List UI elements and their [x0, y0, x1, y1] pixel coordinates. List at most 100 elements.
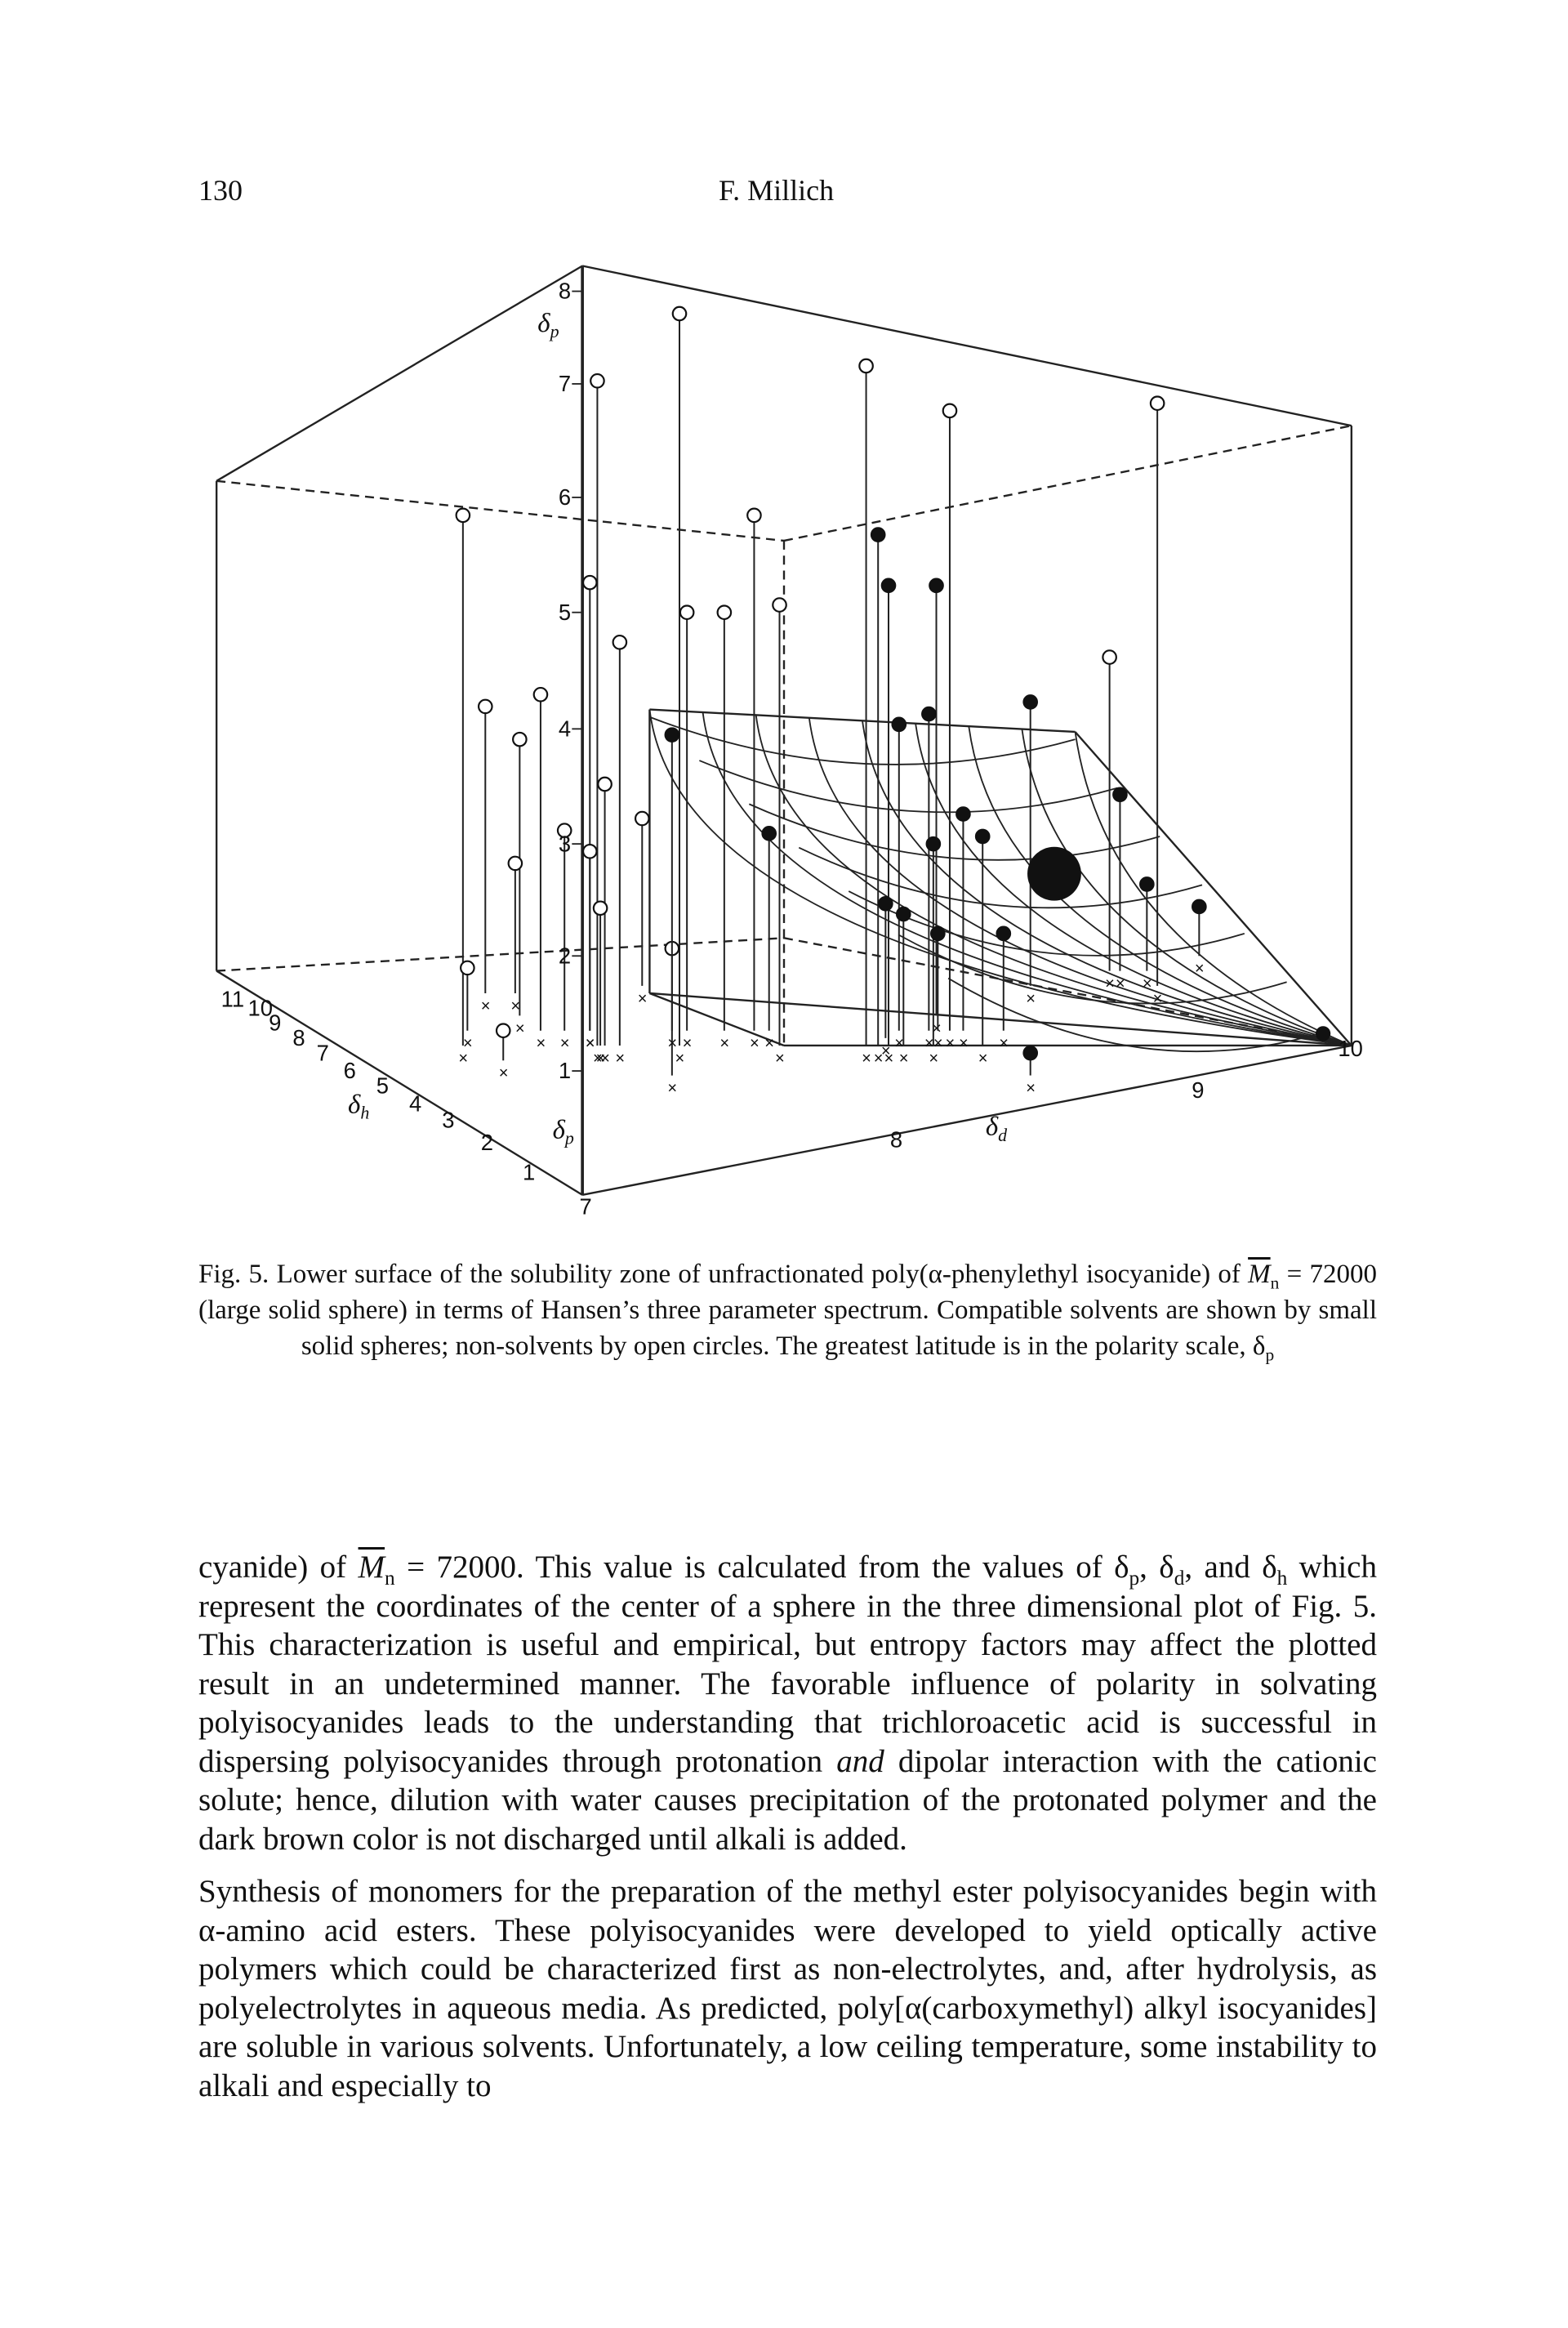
dh-tick-label: 2 — [481, 1130, 493, 1155]
foot-marker: × — [615, 1050, 625, 1068]
foot-marker: × — [463, 1035, 473, 1053]
foot-marker: × — [764, 1035, 774, 1053]
caption-subscript: n — [1270, 1273, 1280, 1293]
solvent-point — [1139, 876, 1155, 892]
axis-symbol: δ — [348, 1090, 361, 1119]
frame-line — [216, 937, 785, 972]
mesh-line — [808, 717, 1352, 1046]
axis-label: δh — [348, 1090, 369, 1122]
solvent-point — [1112, 787, 1128, 803]
foot-marker: × — [667, 1080, 677, 1098]
caption-symbol: M — [1248, 1260, 1271, 1289]
foot-marker: × — [1143, 975, 1152, 993]
dh-tick-label: 1 — [523, 1160, 535, 1185]
foot-marker: × — [899, 1050, 909, 1068]
foot-marker: × — [638, 990, 648, 1008]
foot-marker: × — [924, 1035, 934, 1053]
frame-line — [649, 992, 1352, 1047]
solvent-point — [664, 727, 680, 743]
foot-marker: × — [667, 1035, 677, 1053]
solvent-point — [921, 706, 937, 722]
foot-marker: × — [959, 1035, 969, 1053]
foot-marker: × — [874, 1050, 884, 1068]
foot-marker: × — [458, 1050, 468, 1068]
foot-marker: × — [862, 1050, 871, 1068]
axis-symbol: δ — [553, 1115, 566, 1144]
foot-marker: × — [593, 1050, 603, 1068]
frame-line — [783, 424, 1352, 542]
body-text: cyanide) of Mn = 72000. This value is ca… — [198, 1548, 1377, 2119]
foot-marker: × — [884, 1050, 894, 1068]
foot-marker: × — [894, 1035, 904, 1053]
text: which represent the coordinates of the c… — [198, 1550, 1377, 1779]
dd-tick-label: 8 — [890, 1126, 902, 1152]
foot-marker: × — [499, 1064, 509, 1082]
non-solvent-point — [532, 686, 549, 702]
foot-marker: × — [1026, 990, 1036, 1008]
foot-marker: × — [978, 1050, 988, 1068]
mesh-line — [1074, 731, 1352, 1046]
axis-subscript: d — [998, 1125, 1008, 1145]
dd-tick-label: 10 — [1338, 1036, 1362, 1061]
foot-marker: × — [933, 1035, 943, 1053]
polymer-sphere — [1027, 846, 1081, 901]
dp-tick-label: 1 — [559, 1058, 571, 1083]
solvent-point — [929, 578, 944, 594]
foot-marker: × — [719, 1035, 729, 1053]
figure-caption: Fig. 5. Lower surface of the solubility … — [198, 1256, 1377, 1364]
foot-marker: × — [683, 1035, 693, 1053]
solvent-point — [891, 716, 907, 733]
subscript: d — [1174, 1566, 1185, 1590]
foot-marker: × — [536, 1035, 546, 1053]
text: , δ — [1139, 1550, 1174, 1585]
non-solvent-point — [592, 900, 608, 916]
non-solvent-point — [477, 698, 493, 715]
mesh-line — [898, 934, 1287, 1005]
dp-tick-label: 7 — [559, 371, 571, 396]
non-solvent-point — [581, 843, 598, 859]
foot-marker: × — [945, 1035, 955, 1053]
solvent-point — [761, 826, 777, 841]
non-solvent-point — [612, 634, 628, 650]
caption-text: = 72000 (large solid sphere) in terms of… — [198, 1260, 1377, 1361]
non-solvent-point — [634, 810, 650, 827]
non-solvent-point — [556, 823, 572, 839]
axis-symbol: δ — [537, 309, 550, 338]
mesh-line — [968, 726, 1352, 1046]
subscript: p — [1129, 1566, 1140, 1590]
paragraph: cyanide) of Mn = 72000. This value is ca… — [198, 1548, 1377, 1858]
non-solvent-point — [942, 403, 958, 419]
mesh-line — [915, 723, 1352, 1046]
dp-tick-label: 8 — [559, 279, 571, 304]
foot-marker: × — [586, 1035, 595, 1053]
dh-tick-label: 11 — [221, 986, 244, 1011]
frame-line — [649, 708, 1076, 734]
foot-marker: × — [999, 1035, 1009, 1053]
non-solvent-point — [1102, 649, 1117, 665]
solvent-point — [878, 895, 893, 912]
dh-tick-label: 10 — [248, 995, 273, 1020]
caption-subscript: p — [1265, 1345, 1275, 1365]
solvent-point — [895, 906, 911, 922]
dp-tick-label: 5 — [559, 600, 571, 625]
text: = 72000. This value is calculated from t… — [394, 1550, 1129, 1585]
mesh-line — [748, 803, 1160, 861]
dh-tick-label: 7 — [317, 1040, 329, 1065]
mesh-line — [699, 760, 1118, 814]
non-solvent-point — [671, 305, 688, 322]
solvent-point — [1022, 694, 1039, 710]
dd-tick-label: 7 — [579, 1194, 591, 1220]
foot-marker: × — [1116, 975, 1125, 993]
text: , and δ — [1184, 1550, 1277, 1585]
axis-subscript: p — [549, 321, 559, 341]
axis-subscript: p — [564, 1128, 574, 1148]
non-solvent-point — [455, 507, 471, 524]
non-solvent-point — [495, 1023, 511, 1039]
mesh-line — [947, 977, 1330, 1053]
foot-marker: × — [560, 1035, 570, 1053]
foot-marker: × — [596, 1050, 606, 1068]
dh-tick-label: 3 — [442, 1108, 454, 1133]
non-solvent-point — [581, 574, 598, 591]
